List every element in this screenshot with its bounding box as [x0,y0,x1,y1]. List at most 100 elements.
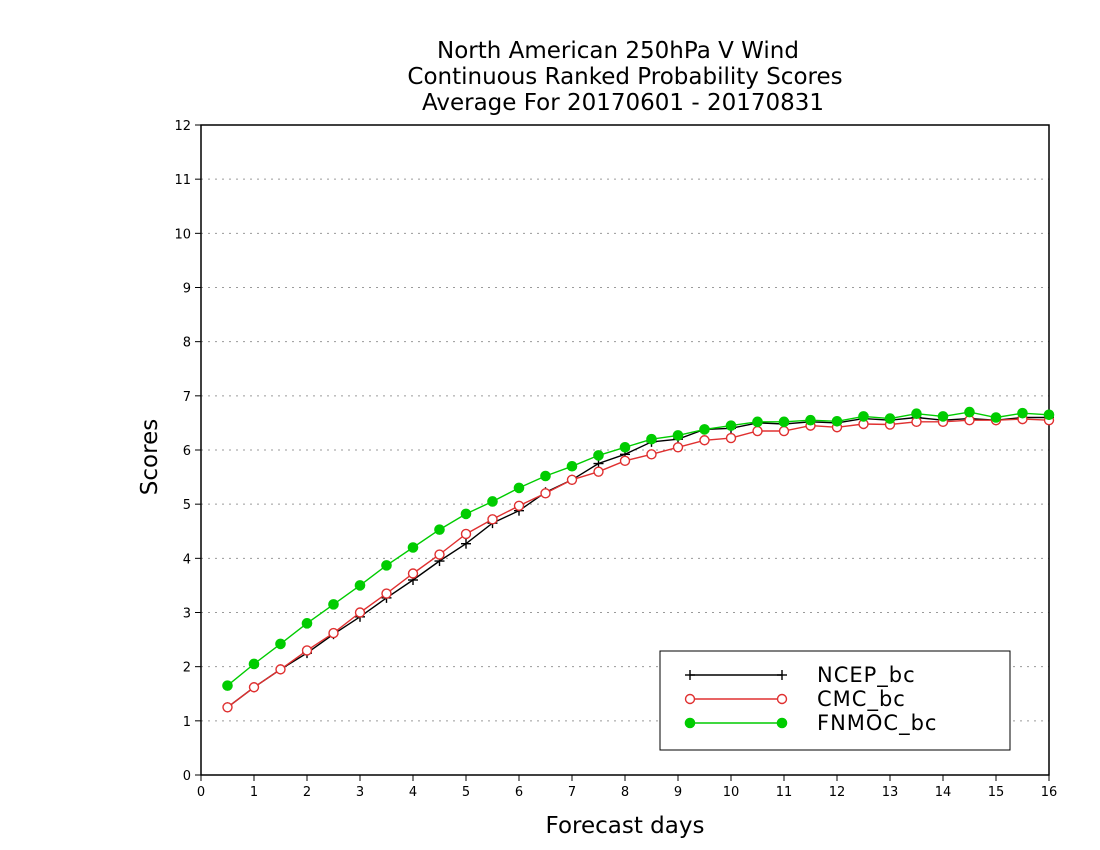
x-tick-label: 12 [829,785,846,800]
data-point [752,416,763,428]
x-tick-label: 11 [776,785,793,800]
data-point [460,528,472,540]
series-fnmoc-bc [222,406,1055,691]
x-tick-label: 4 [409,785,417,800]
data-point [328,627,339,639]
data-point [805,414,816,426]
x-tick-label: 9 [674,785,682,800]
x-axis: 0 1 2 3 4 5 6 7 8 9 10 11 12 13 14 15 16 [197,775,1057,800]
y-tick-label: 0 [183,769,191,784]
x-tick-label: 15 [988,785,1005,800]
data-point [778,416,790,428]
y-tick-label: 2 [183,661,191,676]
y-tick-label: 11 [174,173,191,188]
data-point [858,411,869,422]
data-point [248,658,260,670]
gridlines [201,178,1049,722]
data-point [725,432,737,444]
data-point [328,599,339,610]
legend-label: FNMOC_bc [817,711,937,736]
x-tick-label: 0 [197,785,205,800]
x-tick-label: 10 [723,785,740,800]
x-tick-label: 14 [935,785,952,800]
y-tick-label: 4 [183,552,191,567]
data-point [937,411,949,422]
y-tick-label: 12 [174,119,191,134]
data-point [1017,407,1028,419]
data-point [381,560,392,571]
data-point [275,664,286,675]
data-point [354,607,366,618]
x-tick-label: 1 [250,785,258,800]
data-point [222,702,233,713]
x-tick-label: 16 [1041,785,1058,800]
legend-label: NCEP_bc [817,663,916,688]
data-point [778,425,790,437]
y-tick-label: 8 [183,336,191,351]
data-point [434,524,445,535]
data-point [461,538,471,549]
data-point [487,496,498,507]
data-point [566,474,578,485]
y-tick-label: 6 [183,444,191,459]
series-line [227,411,1050,687]
data-point [513,482,525,494]
title-line-2: Continuous Ranked Probability Scores [407,64,842,90]
x-tick-label: 5 [462,785,470,800]
legend-marker [684,717,696,729]
data-point [619,455,631,467]
legend-marker [777,670,787,680]
x-tick-label: 7 [568,785,576,800]
data-point [275,638,286,650]
data-point [354,580,366,591]
data-point [301,618,313,629]
data-point [884,413,896,424]
data-point [301,645,313,656]
legend-marker [776,693,788,705]
data-point [619,441,631,453]
data-point [699,424,710,435]
legend-entry-cmc-bc: CMC_bc [684,687,905,712]
data-point [672,442,684,453]
data-point [699,435,710,446]
data-point [911,408,922,420]
data-point [460,508,472,520]
data-point [434,549,445,560]
y-tick-label: 3 [183,607,191,622]
data-point [407,568,419,579]
data-point [248,682,260,693]
y-tick-label: 9 [183,282,191,297]
x-tick-label: 6 [515,785,523,800]
x-tick-label: 2 [303,785,311,800]
data-point [752,425,763,437]
data-point [964,406,975,418]
data-point [540,470,551,482]
data-point [407,542,419,553]
legend-entry-fnmoc-bc: FNMOC_bc [684,711,937,736]
x-tick-label: 8 [621,785,629,800]
data-point [540,488,551,499]
series-layer [222,406,1055,713]
y-axis-label: Scores [137,419,163,495]
x-tick-label: 3 [356,785,364,800]
series-cmc-bc [222,413,1055,713]
legend-marker [685,670,695,680]
data-point [990,412,1002,423]
data-point [487,514,498,525]
data-point [381,588,392,599]
legend-entry-ncep-bc: NCEP_bc [685,663,916,688]
chart-title: North American 250hPa V Wind Continuous … [407,38,842,116]
data-point [725,420,737,431]
data-point [1043,409,1055,421]
x-tick-label: 13 [882,785,899,800]
data-point [513,500,525,511]
y-tick-label: 5 [183,498,191,513]
title-line-3: Average For 20170601 - 20170831 [422,90,824,116]
data-point [672,430,684,441]
data-point [222,680,233,691]
data-point [593,450,604,461]
title-line-1: North American 250hPa V Wind [437,38,799,64]
